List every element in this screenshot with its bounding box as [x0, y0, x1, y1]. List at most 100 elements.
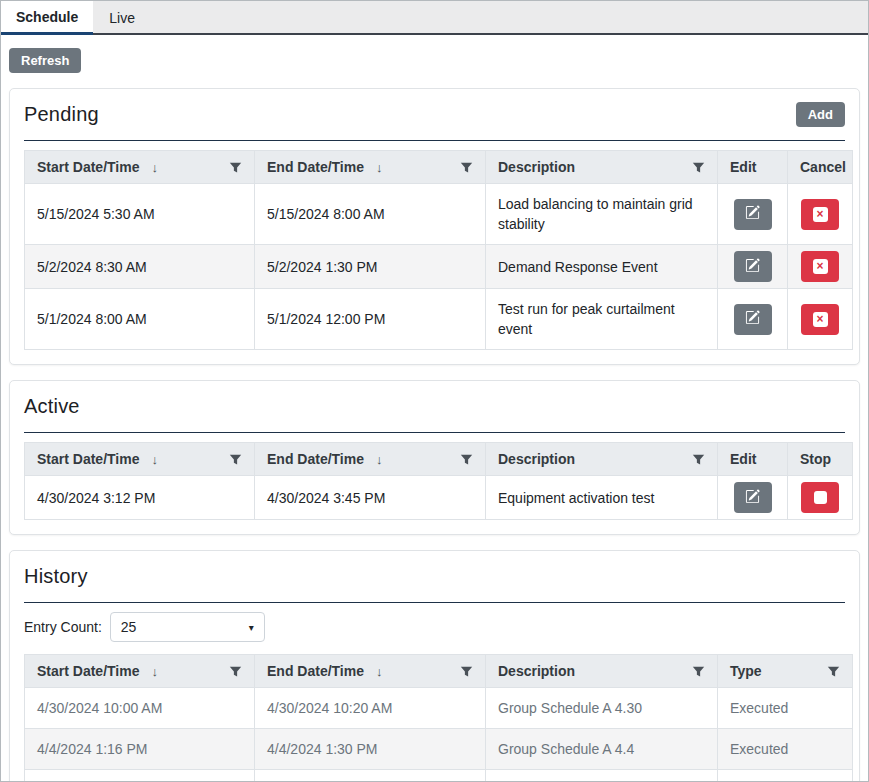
column-label: Start Date/Time	[37, 451, 139, 467]
filter-icon[interactable]	[692, 161, 705, 174]
history-title: History	[24, 565, 88, 588]
column-label: End Date/Time	[267, 451, 364, 467]
pending-table: Start Date/Time ↓ End Date/Time ↓ Descri…	[24, 150, 853, 350]
sort-desc-icon[interactable]: ↓	[376, 452, 383, 467]
description-cell: Equipment activation test	[486, 476, 718, 520]
table-row: 4/30/2024 10:00 AM 4/30/2024 10:20 AM Gr…	[25, 688, 853, 729]
column-header-end[interactable]: End Date/Time ↓	[255, 443, 486, 476]
filter-icon[interactable]	[827, 665, 840, 678]
entry-count-value: 25	[121, 619, 137, 635]
tab-schedule[interactable]: Schedule	[1, 1, 93, 35]
description-cell: Test run for peak curtailment event	[486, 289, 718, 350]
cancel-button[interactable]: ×	[801, 199, 839, 230]
start-cell: 4/30/2024 10:00 AM	[25, 688, 255, 729]
refresh-button[interactable]: Refresh	[9, 48, 81, 73]
pending-section: Pending Add Start Date/Time ↓ End Date/T…	[9, 88, 860, 365]
page-content: Refresh Pending Add Start Date/Time ↓ En…	[1, 35, 868, 782]
column-header-edit: Edit	[718, 443, 788, 476]
table-row: 5/15/2024 5:30 AM 5/15/2024 8:00 AM Load…	[25, 184, 853, 245]
cancel-button[interactable]: ×	[801, 251, 839, 282]
end-cell: 4/30/2024 3:45 PM	[255, 476, 486, 520]
filter-icon[interactable]	[692, 665, 705, 678]
column-header-start[interactable]: Start Date/Time ↓	[25, 655, 255, 688]
column-header-stop: Stop	[788, 443, 853, 476]
start-cell: 4/4/2024 1:16 PM	[25, 729, 255, 770]
pencil-square-icon	[745, 310, 760, 328]
end-cell: 5/2/2024 1:30 PM	[255, 245, 486, 289]
description-cell: Load balancing to maintain grid stabilit…	[486, 184, 718, 245]
column-label: End Date/Time	[267, 663, 364, 679]
end-cell: 4/30/2024 10:20 AM	[255, 688, 486, 729]
column-label: Start Date/Time	[37, 663, 139, 679]
column-label: Description	[498, 663, 575, 679]
start-cell: 3/27/2024 11:10 AM	[25, 770, 255, 782]
sort-desc-icon[interactable]: ↓	[376, 664, 383, 679]
active-section: Active Start Date/Time ↓ End Date/Time ↓	[9, 380, 860, 535]
description-cell: Group Schedule A 3.27	[486, 770, 718, 782]
column-label: Description	[498, 159, 575, 175]
start-cell: 4/30/2024 3:12 PM	[25, 476, 255, 520]
column-header-type[interactable]: Type	[718, 655, 853, 688]
filter-icon[interactable]	[229, 453, 242, 466]
type-cell: Executed	[718, 688, 853, 729]
filter-icon[interactable]	[460, 161, 473, 174]
filter-icon[interactable]	[692, 453, 705, 466]
table-row: 5/2/2024 8:30 AM 5/2/2024 1:30 PM Demand…	[25, 245, 853, 289]
pending-title: Pending	[24, 103, 99, 126]
description-cell: Demand Response Event	[486, 245, 718, 289]
table-row: 5/1/2024 8:00 AM 5/1/2024 12:00 PM Test …	[25, 289, 853, 350]
section-divider	[24, 140, 845, 141]
cancel-button[interactable]: ×	[801, 304, 839, 335]
sort-desc-icon[interactable]: ↓	[151, 452, 158, 467]
table-row: 4/30/2024 3:12 PM 4/30/2024 3:45 PM Equi…	[25, 476, 853, 520]
tab-live[interactable]: Live	[93, 1, 151, 35]
edit-button[interactable]	[734, 482, 772, 513]
column-header-cancel: Cancel	[788, 151, 853, 184]
column-header-end[interactable]: End Date/Time ↓	[255, 655, 486, 688]
column-header-start[interactable]: Start Date/Time ↓	[25, 443, 255, 476]
column-header-end[interactable]: End Date/Time ↓	[255, 151, 486, 184]
edit-button[interactable]	[734, 199, 772, 230]
end-cell: 4/4/2024 1:30 PM	[255, 729, 486, 770]
description-cell: Group Schedule A 4.30	[486, 688, 718, 729]
active-table: Start Date/Time ↓ End Date/Time ↓ Descri…	[24, 442, 853, 520]
pencil-square-icon	[745, 489, 760, 507]
end-cell: 5/15/2024 8:00 AM	[255, 184, 486, 245]
column-header-description[interactable]: Description	[486, 655, 718, 688]
active-header-row: Start Date/Time ↓ End Date/Time ↓ Descri…	[25, 443, 853, 476]
filter-icon[interactable]	[229, 161, 242, 174]
edit-button[interactable]	[734, 251, 772, 282]
x-square-icon: ×	[813, 259, 828, 274]
column-label: End Date/Time	[267, 159, 364, 175]
pencil-square-icon	[745, 205, 760, 223]
end-cell: 3/27/2024 11:30 AM	[255, 770, 486, 782]
entry-count-select[interactable]: 25 ▾	[110, 612, 265, 642]
column-label: Description	[498, 451, 575, 467]
table-row: 3/27/2024 11:10 AM 3/27/2024 11:30 AM Gr…	[25, 770, 853, 782]
stop-square-icon	[814, 491, 827, 504]
add-button[interactable]: Add	[796, 102, 845, 127]
filter-icon[interactable]	[229, 665, 242, 678]
sort-desc-icon[interactable]: ↓	[376, 160, 383, 175]
tab-bar: Schedule Live	[1, 1, 868, 35]
x-square-icon: ×	[813, 207, 828, 222]
filter-icon[interactable]	[460, 665, 473, 678]
stop-button[interactable]	[801, 482, 839, 513]
start-cell: 5/15/2024 5:30 AM	[25, 184, 255, 245]
description-cell: Group Schedule A 4.4	[486, 729, 718, 770]
sort-desc-icon[interactable]: ↓	[151, 160, 158, 175]
type-cell: Executed	[718, 770, 853, 782]
pending-header-row: Start Date/Time ↓ End Date/Time ↓ Descri…	[25, 151, 853, 184]
active-title: Active	[24, 395, 80, 418]
filter-icon[interactable]	[460, 453, 473, 466]
sort-desc-icon[interactable]: ↓	[151, 664, 158, 679]
section-divider	[24, 432, 845, 433]
end-cell: 5/1/2024 12:00 PM	[255, 289, 486, 350]
table-row: 4/4/2024 1:16 PM 4/4/2024 1:30 PM Group …	[25, 729, 853, 770]
dropdown-arrow-icon: ▾	[249, 622, 254, 633]
column-header-description[interactable]: Description	[486, 151, 718, 184]
column-header-description[interactable]: Description	[486, 443, 718, 476]
entry-count-label: Entry Count:	[24, 619, 102, 635]
column-header-start[interactable]: Start Date/Time ↓	[25, 151, 255, 184]
edit-button[interactable]	[734, 304, 772, 335]
